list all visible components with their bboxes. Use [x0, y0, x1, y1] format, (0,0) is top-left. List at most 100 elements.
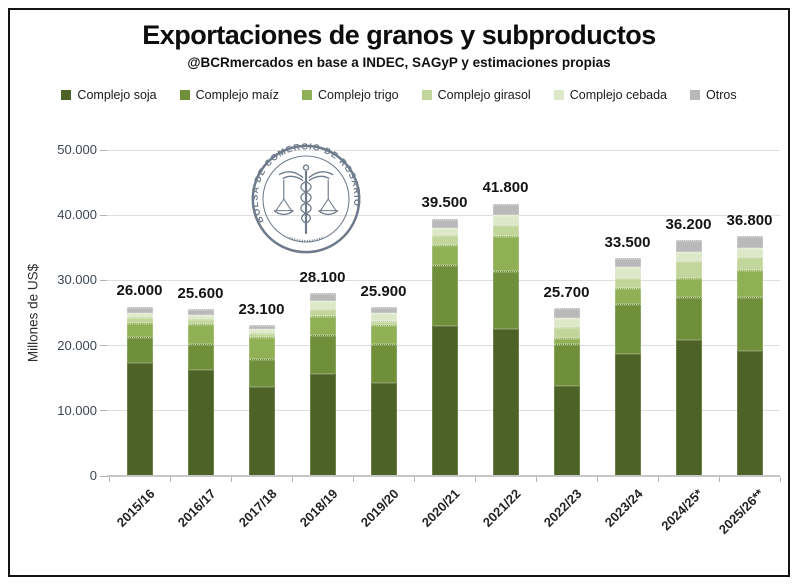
legend-item-complejo-trigo: Complejo trigo [302, 88, 399, 102]
bar-total-label: 25.700 [543, 284, 590, 302]
bar-stack-2025-26 [736, 236, 763, 476]
x-axis-tick-mark [475, 477, 476, 482]
legend-swatch-complejo-ma-z [179, 90, 190, 100]
bar-segment-complejo-soja [187, 370, 214, 476]
bar-segment-complejo-cebada [309, 301, 336, 310]
caduceus-icon [278, 164, 334, 234]
x-axis-tick-mark [170, 477, 171, 482]
bar-segment-complejo-girasol [126, 316, 153, 324]
bar-stack-2016-17 [187, 309, 214, 476]
x-axis-tick-label: 2021/22 [479, 486, 524, 530]
bar-segment-complejo-trigo [553, 338, 580, 344]
y-axis-tick-label: 0 [89, 468, 97, 483]
y-axis-tick-label: 10.000 [57, 402, 97, 418]
bar-segment-complejo-soja [309, 374, 336, 476]
bar-segment-otros [736, 236, 763, 249]
legend-item-otros: Otros [690, 88, 737, 102]
bar-segment-otros [431, 218, 458, 229]
x-axis-tick-mark [414, 477, 415, 482]
bar-segment-complejo-cebada [431, 228, 458, 236]
bar-segment-complejo-girasol [492, 225, 519, 237]
bar-segment-complejo-soja [370, 383, 397, 476]
bar-segment-otros [675, 240, 702, 253]
bar-stack-2015-16 [126, 306, 153, 476]
y-axis-tick-label: 40.000 [57, 207, 97, 223]
y-axis-tick-mark [100, 279, 107, 281]
x-axis-tick-label: 2019/20 [357, 486, 402, 530]
bar-segment-complejo-cebada [736, 248, 763, 257]
bar-total-label: 25.600 [177, 285, 224, 303]
bar-segment-complejo-trigo [370, 325, 397, 344]
bar-segment-complejo-ma-z [614, 303, 641, 355]
y-axis-title: Millones de US$ [25, 263, 41, 363]
x-axis-tick-mark [536, 477, 537, 482]
bar-segment-complejo-cebada [675, 252, 702, 261]
balance-scale-left-icon [273, 179, 294, 216]
bar-segment-complejo-girasol [370, 320, 397, 326]
x-axis-tick-mark [658, 477, 659, 482]
bar-segment-complejo-trigo [309, 315, 336, 335]
bar-segment-complejo-soja [675, 339, 702, 476]
bar-total-label: 23.100 [238, 301, 285, 319]
legend-swatch-complejo-trigo [302, 90, 313, 100]
x-axis-tick-label: 2016/17 [174, 486, 219, 530]
seal-inner-ring [262, 155, 350, 243]
bar-segment-otros [614, 257, 641, 268]
bar-total-label: 28.100 [299, 268, 346, 286]
bar-total-label: 41.800 [482, 179, 529, 197]
y-axis-tick-mark [100, 410, 107, 412]
bar-segment-otros [553, 308, 580, 319]
bar-stack-2017-18 [248, 325, 275, 476]
gridline-50.000 [107, 149, 780, 151]
x-axis-tick-mark [719, 477, 720, 482]
x-axis-tick-label: 2023/24 [601, 486, 646, 530]
x-axis-tick-mark [231, 477, 232, 482]
bar-segment-complejo-ma-z [126, 337, 153, 363]
bar-segment-complejo-trigo [736, 269, 763, 297]
bar-segment-complejo-girasol [614, 277, 641, 289]
bar-stack-2019-20 [370, 307, 397, 476]
bar-segment-complejo-trigo [248, 337, 275, 360]
bar-total-label: 39.500 [421, 194, 468, 212]
gridline-40.000 [107, 214, 780, 216]
bar-segment-complejo-soja [614, 354, 641, 476]
legend-item-complejo-soja: Complejo soja [61, 88, 157, 102]
bar-stack-2021-22 [492, 203, 519, 476]
bar-segment-complejo-cebada [370, 313, 397, 321]
legend-swatch-complejo-girasol [421, 90, 432, 100]
bar-stack-2024-25 [675, 240, 702, 476]
bar-segment-complejo-trigo [126, 323, 153, 338]
legend-swatch-complejo-cebada [553, 90, 564, 100]
plot-area: BOLSA DE COMERCIO DE ROSARIO 0 10.000 20.0… [57, 141, 781, 537]
bar-segment-otros [248, 325, 275, 329]
legend-swatch-complejo-soja [61, 90, 72, 100]
chart-title: Exportaciones de granos y subproductos [142, 20, 656, 50]
chart-legend: Complejo soja Complejo maíz Complejo trigo… [0, 88, 798, 102]
y-axis-tick-mark [100, 475, 107, 477]
bar-segment-complejo-girasol [553, 327, 580, 339]
legend-item-complejo-girasol: Complejo girasol [421, 88, 531, 102]
bar-segment-complejo-trigo [431, 245, 458, 266]
x-axis-tick-label: 2022/23 [540, 486, 585, 530]
bar-stack-2018-19 [309, 292, 336, 476]
bar-stack-2020-21 [431, 218, 458, 476]
y-axis-tick-label: 20.000 [57, 337, 97, 353]
bar-stack-2022-23 [553, 308, 580, 476]
bar-segment-complejo-soja [126, 362, 153, 476]
bar-segment-complejo-ma-z [248, 359, 275, 387]
bar-segment-complejo-girasol [309, 309, 336, 316]
bar-segment-complejo-girasol [736, 256, 763, 270]
bar-segment-complejo-ma-z [675, 297, 702, 340]
bar-total-label: 26.000 [116, 282, 163, 300]
x-axis-tick-mark [353, 477, 354, 482]
legend-label: Complejo trigo [318, 88, 399, 102]
balance-scale-right-icon [318, 179, 339, 216]
bar-segment-complejo-cebada [248, 328, 275, 333]
y-axis-tick-label: 30.000 [57, 272, 97, 288]
bar-segment-otros [126, 306, 153, 314]
legend-item-complejo-cebada: Complejo cebada [553, 88, 667, 102]
bar-total-label: 33.500 [604, 233, 651, 251]
bar-segment-complejo-cebada [492, 215, 519, 226]
y-axis-tick-mark [100, 345, 107, 347]
